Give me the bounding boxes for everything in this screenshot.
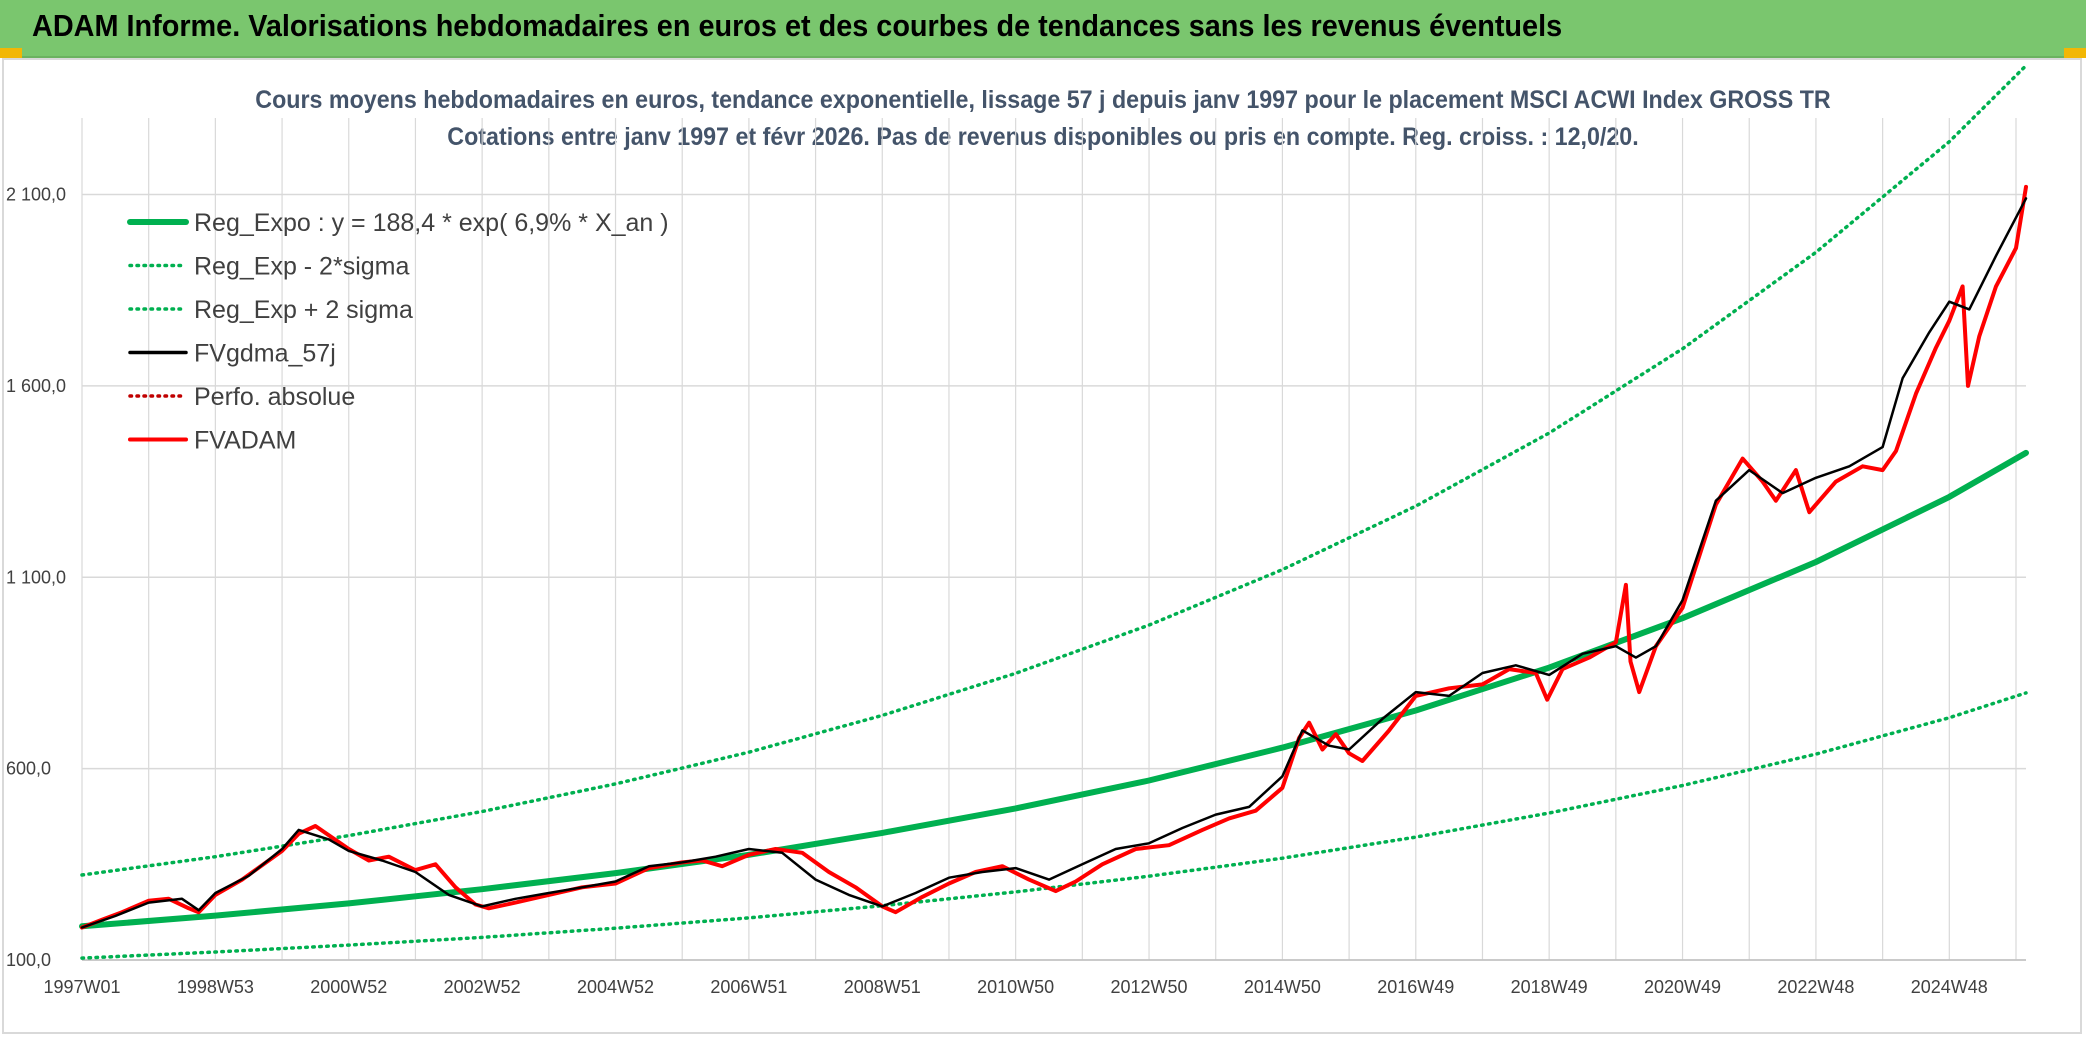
x-tick-label: 2006W51 xyxy=(710,977,787,997)
x-tick-label: 1998W53 xyxy=(177,977,254,997)
banner-corner-right xyxy=(2064,48,2086,58)
x-tick-label: 2016W49 xyxy=(1377,977,1454,997)
y-tick-label: 2 100,0 xyxy=(6,185,66,205)
chart-title-block: Cours moyens hebdomadaires en euros, ten… xyxy=(0,82,2086,156)
legend-label: Reg_Expo : y = 188,4 * exp( 6,9% * X_an … xyxy=(194,209,669,237)
series-line-0 xyxy=(79,449,2029,930)
legend: Reg_Expo : y = 188,4 * exp( 6,9% * X_an … xyxy=(127,209,669,455)
x-tick-label: 2008W51 xyxy=(844,977,921,997)
x-tick-label: 2020W49 xyxy=(1644,977,1721,997)
series-layer xyxy=(79,63,2029,960)
x-tick-label: 2002W52 xyxy=(444,977,521,997)
legend-label: Reg_Exp + 2 sigma xyxy=(194,296,413,324)
y-tick-label: 1 100,0 xyxy=(6,567,66,587)
legend-label: FVADAM xyxy=(194,427,296,455)
series-line-3 xyxy=(80,197,2028,929)
chart-title: Cours moyens hebdomadaires en euros, ten… xyxy=(255,86,1831,114)
y-tick-label: 600,0 xyxy=(6,759,51,779)
banner-corner-left xyxy=(0,48,22,58)
series-line-1 xyxy=(80,691,2028,960)
chart-subtitle: Cotations entre janv 1997 et févr 2026. … xyxy=(447,123,1639,151)
header-banner: ADAM Informe. Valorisations hebdomadaire… xyxy=(0,0,2086,58)
chart-frame xyxy=(2,58,2082,1034)
x-tick-label: 2000W52 xyxy=(310,977,387,997)
legend-label: FVgdma_57j xyxy=(194,340,336,368)
grid xyxy=(81,118,2026,961)
series-line-2 xyxy=(80,63,2028,877)
x-tick-label: 2024W48 xyxy=(1911,977,1988,997)
axes: 100,0 600,0 1 100,0 1 600,0 2 100,0 1997W01 19… xyxy=(6,185,2026,997)
y-tick-label: 100,0 xyxy=(6,950,51,970)
banner-title: ADAM Informe. Valorisations hebdomadaire… xyxy=(32,8,1563,43)
x-tick-label: 2014W50 xyxy=(1244,977,1321,997)
x-tick-label: 2018W49 xyxy=(1511,977,1588,997)
x-tick-label: 2010W50 xyxy=(977,977,1054,997)
x-tick-label: 2022W48 xyxy=(1777,977,1854,997)
x-tick-label: 1997W01 xyxy=(43,977,120,997)
legend-label: Perfo. absolue xyxy=(194,383,355,411)
legend-label: Reg_Exp - 2*sigma xyxy=(194,253,409,281)
x-tick-label: 2012W50 xyxy=(1111,977,1188,997)
x-tick-label: 2004W52 xyxy=(577,977,654,997)
series-line-5 xyxy=(80,184,2028,930)
y-tick-label: 1 600,0 xyxy=(6,376,66,396)
